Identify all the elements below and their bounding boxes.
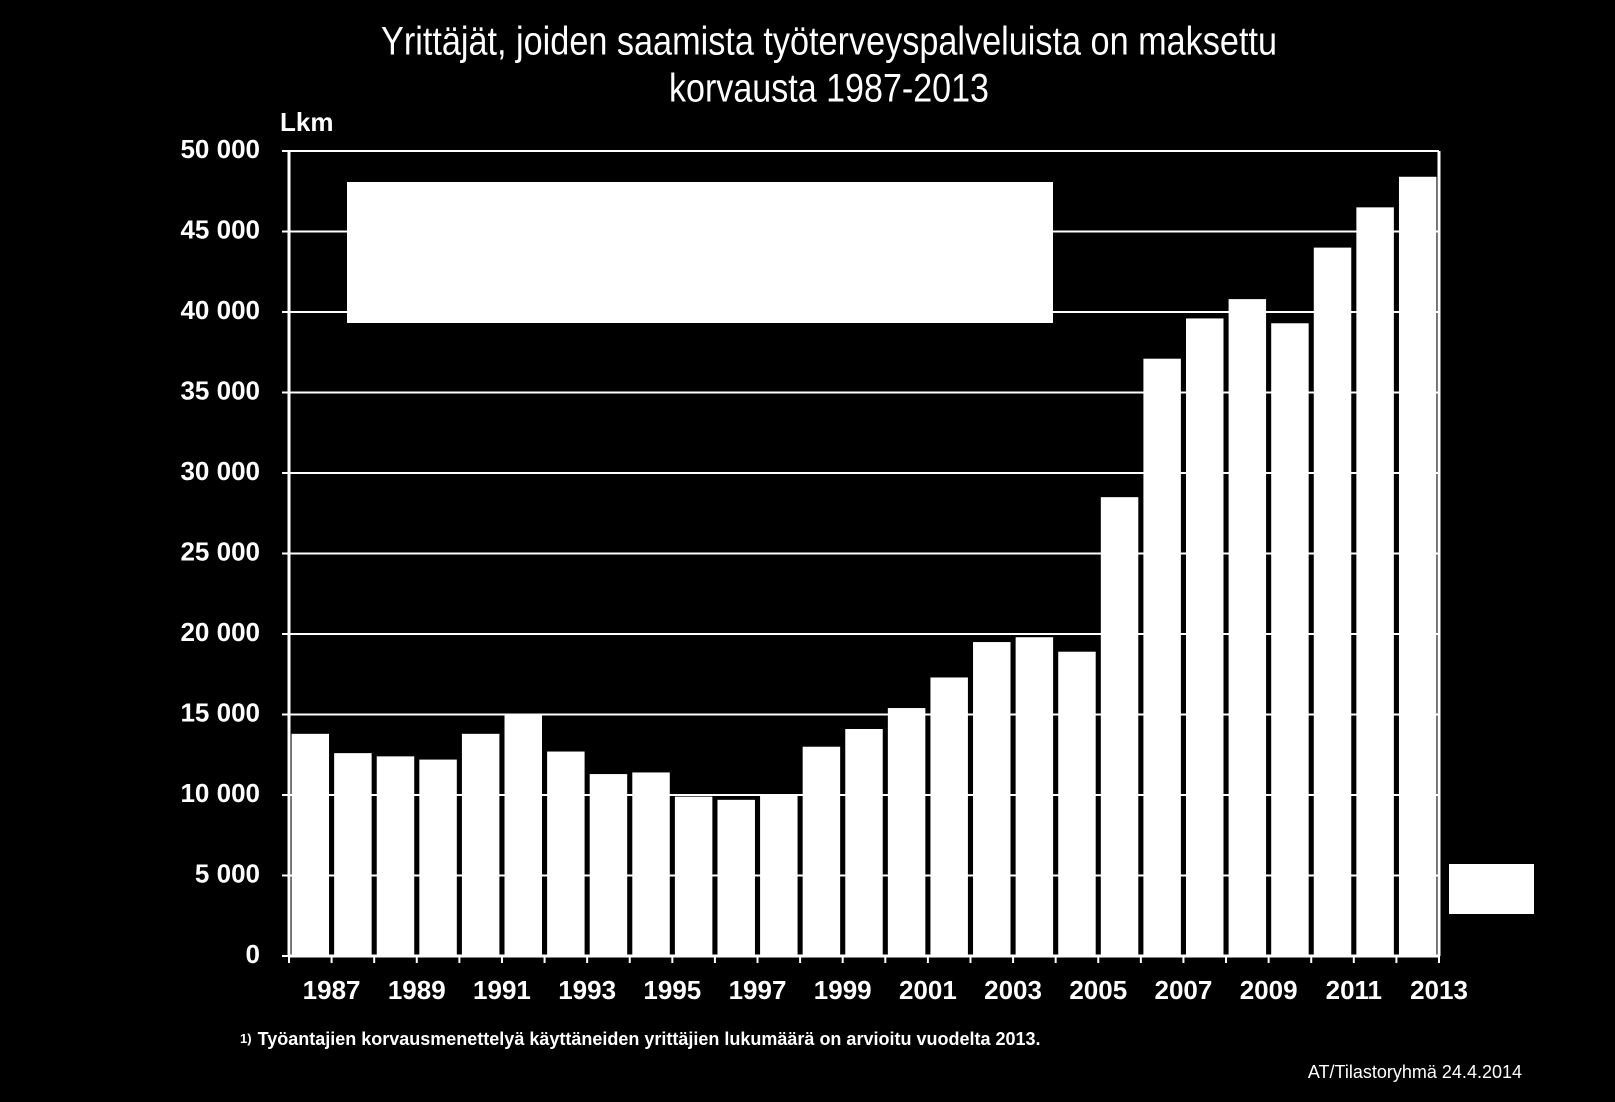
legend-box	[347, 182, 1053, 323]
y-tick-label: 0	[246, 939, 260, 969]
y-tick-label: 5 000	[195, 858, 260, 888]
x-tick-label: 1993	[558, 975, 616, 1005]
x-tick-label: 2001	[899, 975, 957, 1005]
bar	[1313, 247, 1352, 957]
y-tick-label: 45 000	[180, 214, 260, 244]
y-tick-label: 30 000	[180, 456, 260, 486]
y-tick-label: 50 000	[180, 134, 260, 164]
bar	[1058, 651, 1096, 956]
bar	[887, 708, 926, 956]
x-tick-label: 2007	[1155, 975, 1213, 1005]
bar	[1143, 358, 1181, 956]
y-tick-label: 35 000	[180, 375, 260, 405]
x-tick-label: 1989	[388, 975, 446, 1005]
x-tick-label: 2009	[1240, 975, 1298, 1005]
footnote: 1) Työantajien korvausmenettelyä käyttäne…	[240, 1029, 1041, 1049]
x-tick-label: 1997	[729, 975, 787, 1005]
bar	[547, 751, 585, 956]
bar	[419, 759, 457, 956]
chart-title: Yrittäjät, joiden saamista työterveyspal…	[381, 20, 1277, 64]
bar	[1271, 323, 1309, 956]
x-tick-label: 1995	[643, 975, 701, 1005]
chart-title: korvausta 1987-2013	[669, 67, 989, 111]
x-tick-label: 1999	[814, 975, 872, 1005]
bar	[1356, 207, 1394, 957]
bar	[845, 728, 883, 956]
bar	[504, 714, 542, 956]
y-tick-label: 20 000	[180, 617, 260, 647]
bar	[973, 642, 1011, 956]
y-tick-label: 25 000	[180, 536, 260, 566]
x-tick-label: 1991	[473, 975, 531, 1005]
bar	[674, 796, 713, 956]
x-tick-label: 2011	[1326, 975, 1382, 1005]
bar	[760, 795, 798, 956]
x-tick-label: 2003	[984, 975, 1042, 1005]
x-tick-label: 2013	[1410, 975, 1468, 1005]
footnote-marker: 1)	[240, 1031, 252, 1046]
bar	[1398, 176, 1437, 956]
bar	[291, 733, 330, 956]
x-tick-label: 2005	[1069, 975, 1127, 1005]
bar	[1015, 637, 1054, 956]
bar	[717, 799, 755, 956]
bar	[802, 746, 841, 956]
bar	[632, 772, 670, 956]
y-tick-label: 15 000	[180, 697, 260, 727]
bar	[930, 677, 968, 956]
bar	[1228, 299, 1267, 956]
bar	[334, 753, 372, 956]
bar	[376, 756, 415, 956]
footnote-text: Työantajien korvausmenettelyä käyttäneid…	[258, 1029, 1041, 1049]
bar	[1100, 497, 1139, 956]
x-tick-label: 1987	[303, 975, 361, 1005]
bar	[461, 733, 500, 956]
y-axis-label: Lkm	[280, 107, 333, 137]
y-tick-label: 10 000	[180, 778, 260, 808]
bar	[589, 774, 628, 956]
source: AT/Tilastoryhmä 24.4.2014	[1308, 1062, 1522, 1082]
bar	[1186, 318, 1224, 956]
y-tick-label: 40 000	[180, 295, 260, 325]
note-box	[1449, 864, 1534, 914]
